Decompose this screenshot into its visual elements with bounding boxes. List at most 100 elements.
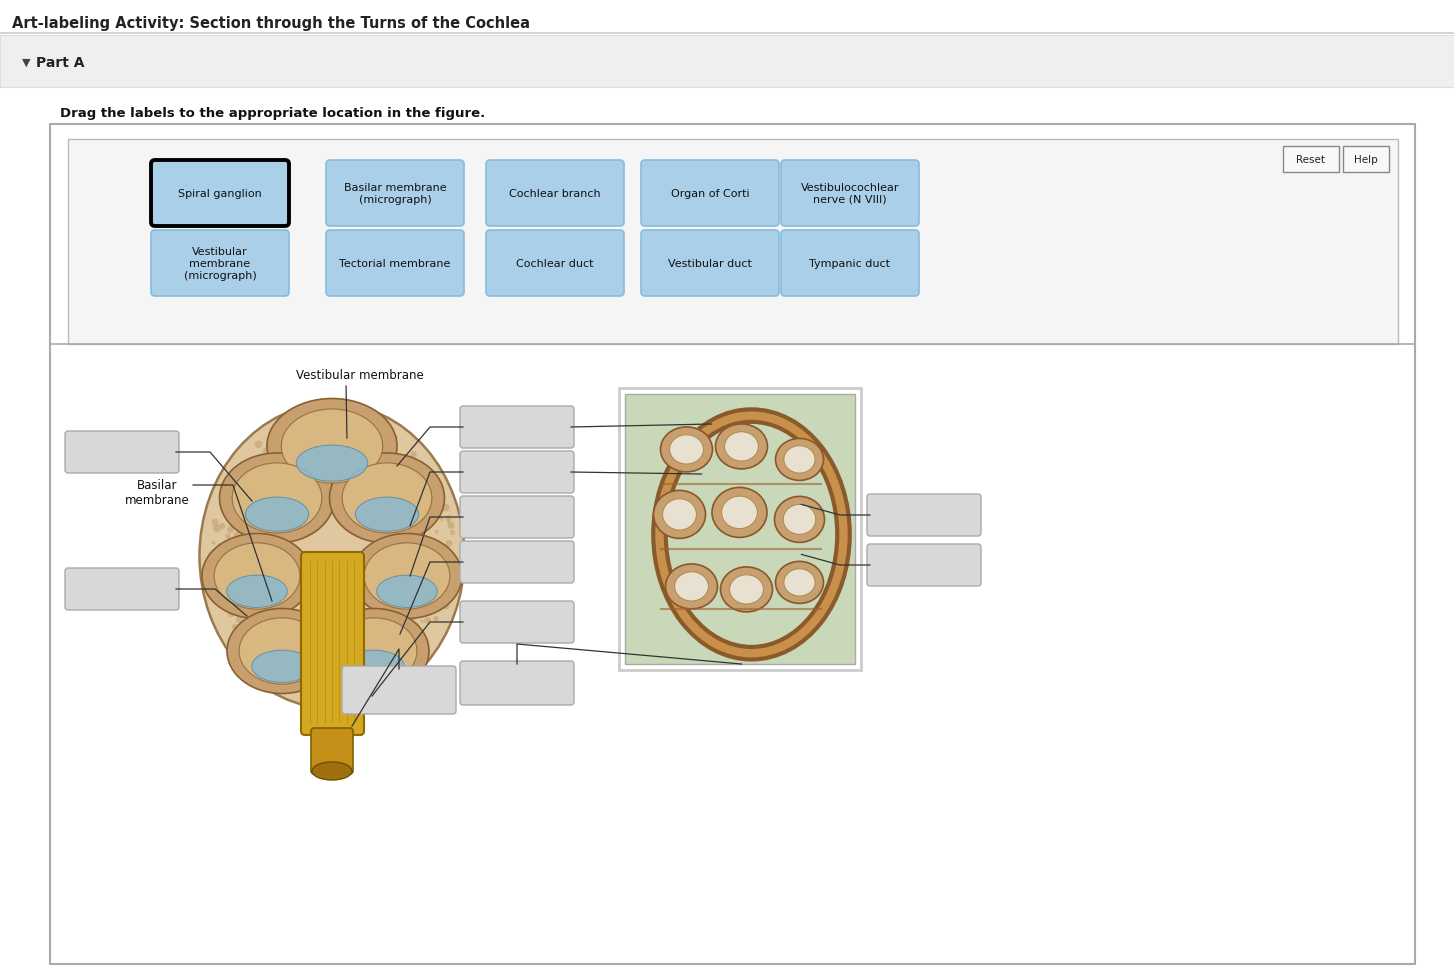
Circle shape bbox=[333, 663, 340, 670]
Circle shape bbox=[441, 501, 443, 504]
Circle shape bbox=[350, 416, 356, 423]
Circle shape bbox=[256, 647, 260, 651]
Circle shape bbox=[446, 520, 451, 524]
Circle shape bbox=[233, 512, 236, 516]
Circle shape bbox=[348, 682, 352, 686]
FancyBboxPatch shape bbox=[619, 389, 861, 670]
FancyBboxPatch shape bbox=[781, 231, 919, 297]
FancyBboxPatch shape bbox=[641, 231, 779, 297]
FancyBboxPatch shape bbox=[65, 569, 179, 611]
Circle shape bbox=[449, 569, 454, 573]
Text: Help: Help bbox=[1354, 154, 1378, 165]
Circle shape bbox=[432, 572, 436, 576]
Circle shape bbox=[246, 475, 253, 482]
FancyBboxPatch shape bbox=[867, 494, 981, 536]
Ellipse shape bbox=[313, 762, 352, 781]
Circle shape bbox=[249, 611, 252, 615]
Ellipse shape bbox=[730, 575, 763, 605]
Circle shape bbox=[259, 630, 263, 635]
Ellipse shape bbox=[355, 497, 419, 531]
Ellipse shape bbox=[352, 534, 462, 618]
Circle shape bbox=[212, 519, 218, 527]
Circle shape bbox=[263, 448, 269, 455]
Circle shape bbox=[212, 541, 215, 545]
Circle shape bbox=[377, 434, 382, 441]
Circle shape bbox=[254, 472, 262, 480]
Circle shape bbox=[254, 441, 262, 448]
Circle shape bbox=[403, 456, 410, 463]
Circle shape bbox=[342, 434, 348, 440]
Circle shape bbox=[295, 427, 302, 435]
Circle shape bbox=[268, 640, 272, 644]
Ellipse shape bbox=[663, 499, 696, 531]
Ellipse shape bbox=[233, 463, 321, 533]
Circle shape bbox=[244, 625, 250, 631]
FancyBboxPatch shape bbox=[1282, 147, 1339, 173]
Circle shape bbox=[318, 440, 326, 447]
Circle shape bbox=[284, 455, 289, 459]
FancyBboxPatch shape bbox=[326, 161, 464, 227]
Circle shape bbox=[365, 450, 368, 454]
Circle shape bbox=[337, 668, 343, 673]
Circle shape bbox=[407, 643, 411, 648]
Ellipse shape bbox=[721, 496, 758, 530]
Circle shape bbox=[228, 545, 233, 550]
Circle shape bbox=[388, 661, 391, 665]
Ellipse shape bbox=[784, 446, 816, 474]
FancyBboxPatch shape bbox=[486, 231, 624, 297]
Text: Vestibular duct: Vestibular duct bbox=[667, 259, 752, 269]
Ellipse shape bbox=[281, 409, 382, 484]
Ellipse shape bbox=[220, 453, 334, 543]
Circle shape bbox=[356, 441, 362, 446]
Circle shape bbox=[422, 518, 427, 524]
Text: Reset: Reset bbox=[1297, 154, 1326, 165]
Circle shape bbox=[340, 689, 348, 696]
Circle shape bbox=[420, 643, 427, 651]
FancyBboxPatch shape bbox=[151, 231, 289, 297]
FancyBboxPatch shape bbox=[65, 432, 179, 474]
Circle shape bbox=[225, 533, 231, 539]
Ellipse shape bbox=[712, 488, 768, 538]
Circle shape bbox=[439, 600, 442, 603]
Circle shape bbox=[395, 461, 401, 467]
Circle shape bbox=[233, 554, 237, 558]
Circle shape bbox=[231, 624, 237, 630]
Circle shape bbox=[273, 676, 279, 683]
Text: Vestibular membrane: Vestibular membrane bbox=[297, 368, 423, 382]
Circle shape bbox=[359, 691, 364, 696]
Circle shape bbox=[426, 497, 432, 503]
Text: Cochlear duct: Cochlear duct bbox=[516, 259, 593, 269]
Ellipse shape bbox=[343, 651, 404, 683]
FancyBboxPatch shape bbox=[625, 395, 855, 664]
Circle shape bbox=[313, 417, 320, 424]
Circle shape bbox=[427, 478, 432, 482]
FancyBboxPatch shape bbox=[0, 36, 1454, 88]
Circle shape bbox=[439, 566, 443, 571]
Circle shape bbox=[420, 633, 425, 639]
Circle shape bbox=[284, 653, 288, 657]
Circle shape bbox=[214, 591, 218, 595]
Circle shape bbox=[422, 589, 426, 594]
Circle shape bbox=[228, 612, 234, 617]
Circle shape bbox=[317, 416, 323, 421]
Ellipse shape bbox=[268, 399, 397, 494]
Circle shape bbox=[439, 497, 443, 502]
Ellipse shape bbox=[784, 505, 816, 534]
Circle shape bbox=[445, 516, 452, 522]
Circle shape bbox=[430, 583, 435, 588]
Circle shape bbox=[427, 570, 430, 573]
Circle shape bbox=[364, 427, 368, 431]
Circle shape bbox=[355, 446, 361, 452]
Circle shape bbox=[371, 450, 377, 457]
Circle shape bbox=[420, 619, 423, 623]
Circle shape bbox=[387, 466, 394, 474]
Circle shape bbox=[342, 664, 348, 669]
Circle shape bbox=[410, 451, 417, 458]
Circle shape bbox=[224, 508, 227, 512]
Ellipse shape bbox=[377, 575, 438, 608]
FancyBboxPatch shape bbox=[459, 541, 574, 583]
Circle shape bbox=[269, 436, 275, 442]
Circle shape bbox=[393, 662, 398, 668]
Circle shape bbox=[449, 531, 455, 535]
Circle shape bbox=[313, 677, 317, 682]
